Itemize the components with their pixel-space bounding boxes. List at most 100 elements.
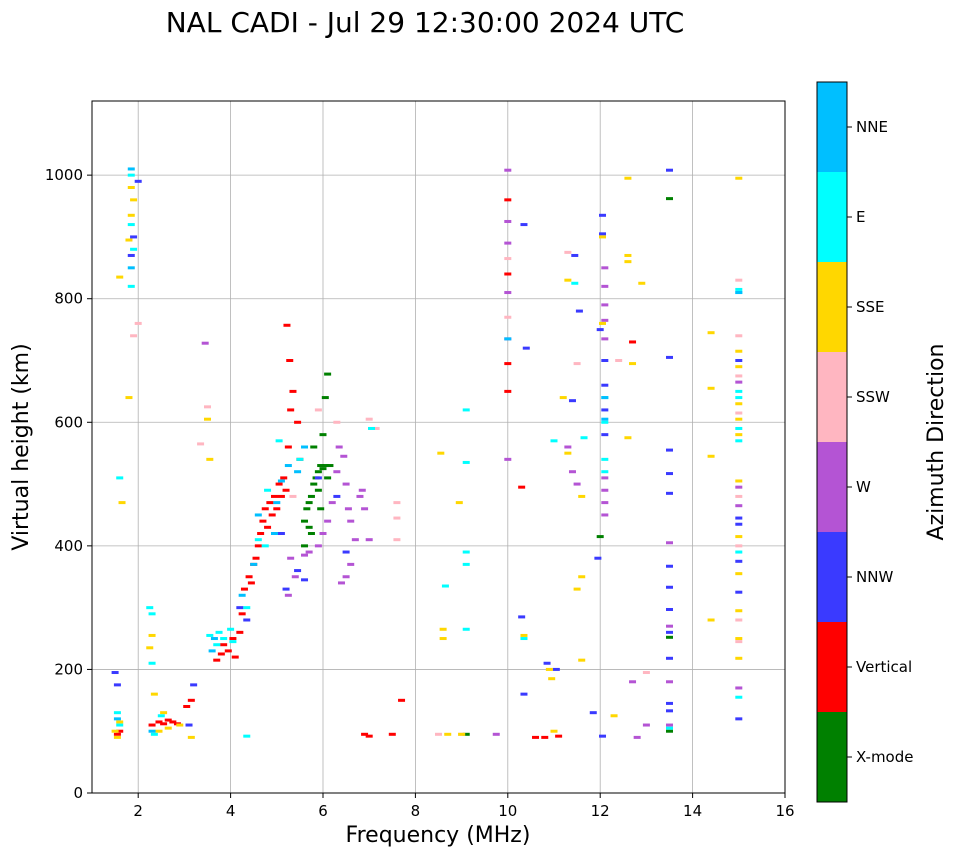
data-point: [564, 250, 572, 254]
data-point: [365, 538, 373, 542]
data-point: [150, 692, 158, 696]
data-point: [340, 454, 348, 458]
colorbar-segment: [817, 262, 847, 352]
colorbar: X-mode Vertical NNW W SSW SSE E NNE: [816, 81, 913, 803]
data-point: [206, 633, 214, 637]
data-point: [578, 575, 586, 579]
data-point: [601, 284, 609, 288]
data-point: [735, 374, 743, 378]
data-point: [257, 532, 265, 535]
data-point: [160, 711, 168, 715]
data-point: [707, 331, 715, 335]
data-point: [666, 723, 673, 727]
data-point: [666, 701, 673, 705]
data-point: [291, 575, 299, 579]
data-point: [666, 355, 673, 359]
data-point: [187, 735, 195, 739]
data-point: [236, 630, 244, 634]
y-tick-label: 1000: [45, 166, 83, 184]
data-point: [324, 372, 332, 376]
data-point: [520, 637, 528, 641]
data-point: [492, 732, 500, 736]
data-point: [601, 359, 609, 362]
data-point: [206, 457, 214, 461]
y-axis-ticks: 0 200 400 600 800 1000: [45, 166, 92, 802]
data-point: [337, 581, 345, 585]
data-point: [735, 485, 743, 489]
data-point: [259, 519, 267, 523]
data-point: [735, 389, 743, 393]
colorbar-segment: [817, 532, 847, 622]
data-point: [130, 235, 138, 239]
data-point: [504, 457, 512, 461]
data-point: [130, 247, 138, 251]
data-point: [307, 494, 315, 498]
data-point: [735, 522, 743, 526]
data-point: [437, 451, 445, 455]
data-point: [735, 572, 743, 576]
data-point: [287, 408, 295, 412]
data-point: [284, 593, 292, 597]
data-point: [520, 692, 528, 696]
data-point: [571, 253, 579, 257]
data-point: [204, 405, 211, 409]
colorbar-label: E: [856, 208, 865, 226]
data-point: [735, 349, 743, 353]
data-point: [504, 389, 512, 393]
data-point: [289, 389, 297, 393]
data-point: [601, 470, 609, 474]
series-e: [113, 173, 743, 738]
data-point: [250, 562, 258, 566]
data-point: [284, 464, 292, 468]
data-point: [666, 564, 673, 568]
data-point: [314, 476, 322, 480]
data-point: [573, 587, 581, 591]
data-point: [504, 219, 512, 223]
data-point: [504, 168, 512, 172]
colorbar-segment: [817, 82, 847, 172]
data-point: [303, 507, 311, 511]
data-point: [286, 359, 294, 362]
data-point: [127, 253, 135, 257]
data-point: [624, 253, 632, 257]
data-point: [243, 734, 251, 738]
data-point: [564, 451, 572, 455]
data-point: [504, 257, 512, 261]
data-point: [294, 420, 302, 424]
data-point: [735, 559, 743, 563]
data-point: [666, 635, 673, 639]
data-point: [301, 553, 309, 557]
data-point: [220, 637, 228, 641]
data-point: [243, 606, 251, 610]
series-vertical: [113, 198, 637, 739]
data-point: [319, 433, 327, 437]
data-point: [236, 606, 244, 610]
series-nnw: [111, 168, 743, 738]
data-point: [305, 550, 313, 554]
data-point: [575, 309, 583, 313]
data-point: [310, 445, 318, 449]
data-point: [599, 235, 607, 239]
colorbar-label: Vertical: [856, 658, 912, 676]
data-point: [326, 464, 334, 468]
data-point: [314, 488, 322, 492]
data-point: [462, 408, 470, 412]
data-point: [666, 680, 673, 684]
data-point: [113, 683, 121, 687]
data-point: [601, 337, 609, 341]
data-point: [240, 587, 248, 591]
data-point: [347, 562, 355, 566]
data-point: [522, 346, 530, 350]
data-point: [130, 334, 138, 338]
colorbar-label: W: [856, 478, 871, 496]
data-point: [210, 637, 218, 641]
data-point: [735, 637, 743, 641]
data-point: [301, 578, 309, 582]
data-point: [127, 213, 135, 217]
data-point: [666, 630, 673, 634]
data-point: [157, 714, 165, 718]
data-point: [116, 723, 124, 727]
data-point: [666, 656, 673, 660]
data-point: [735, 535, 743, 539]
